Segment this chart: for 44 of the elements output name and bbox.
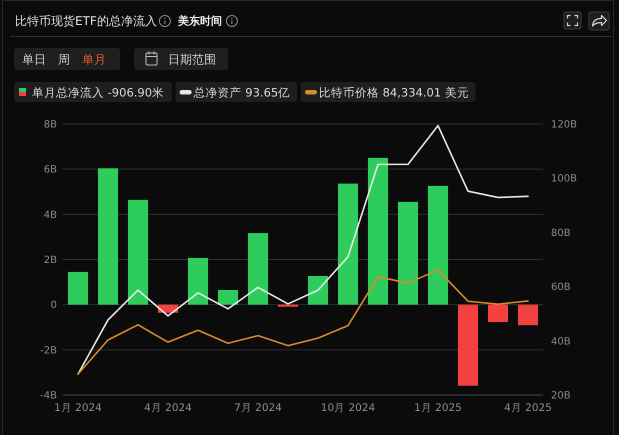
legend-label: 单月总净流入 -906.90米 — [32, 86, 164, 100]
y2-tick-label: 120B — [551, 120, 578, 130]
bar — [488, 304, 508, 322]
text: 单日 — [22, 52, 46, 66]
legend-label: 比特币价格 84,334.01 美元 — [318, 86, 469, 100]
bar — [68, 272, 88, 305]
bar — [428, 186, 448, 305]
bar — [128, 200, 148, 305]
y-tick-label: -2B — [40, 345, 58, 356]
y-tick-label: 0 — [50, 300, 57, 312]
y-tick-label: -4B — [40, 390, 58, 402]
bar — [338, 184, 358, 305]
bar — [98, 168, 118, 305]
x-tick-label: 1月 2024 — [54, 402, 102, 414]
y-tick-label: 6B — [44, 164, 58, 176]
x-tick-label: 7月 2024 — [234, 402, 282, 414]
y2-tick-label: 60B — [551, 282, 571, 294]
y2-tick-label: 100B — [551, 174, 578, 185]
bar — [188, 258, 208, 305]
line-series — [77, 124, 529, 375]
bar — [458, 304, 478, 386]
bar — [218, 290, 238, 305]
x-tick-label: 10月 2024 — [320, 402, 376, 414]
bar — [308, 276, 328, 305]
y-tick-label: 8B — [44, 120, 58, 130]
text: 周 — [58, 52, 70, 66]
y-tick-label: 4B — [44, 210, 58, 221]
legend-label: 总净资产 93.65亿 — [192, 86, 290, 100]
x-tick-label: 1月 2025 — [414, 402, 462, 414]
bar — [398, 202, 418, 305]
y-tick-label: 2B — [44, 255, 58, 266]
text: 日期范围 — [168, 52, 216, 66]
bar — [368, 158, 388, 305]
line-series — [77, 269, 529, 375]
bar — [518, 304, 538, 326]
y2-tick-label: 80B — [551, 228, 571, 239]
x-tick-label: 4月 2025 — [504, 402, 552, 414]
y2-tick-label: 20B — [551, 390, 571, 402]
chart-title: 比特币现货ETF的总净流入 — [15, 14, 157, 28]
bar — [248, 233, 268, 305]
text: 单月 — [82, 52, 106, 66]
x-tick-label: 4月 2024 — [144, 402, 192, 414]
chart-subtitle: 美东时间 — [176, 14, 222, 28]
y2-tick-label: 40B — [551, 336, 571, 348]
